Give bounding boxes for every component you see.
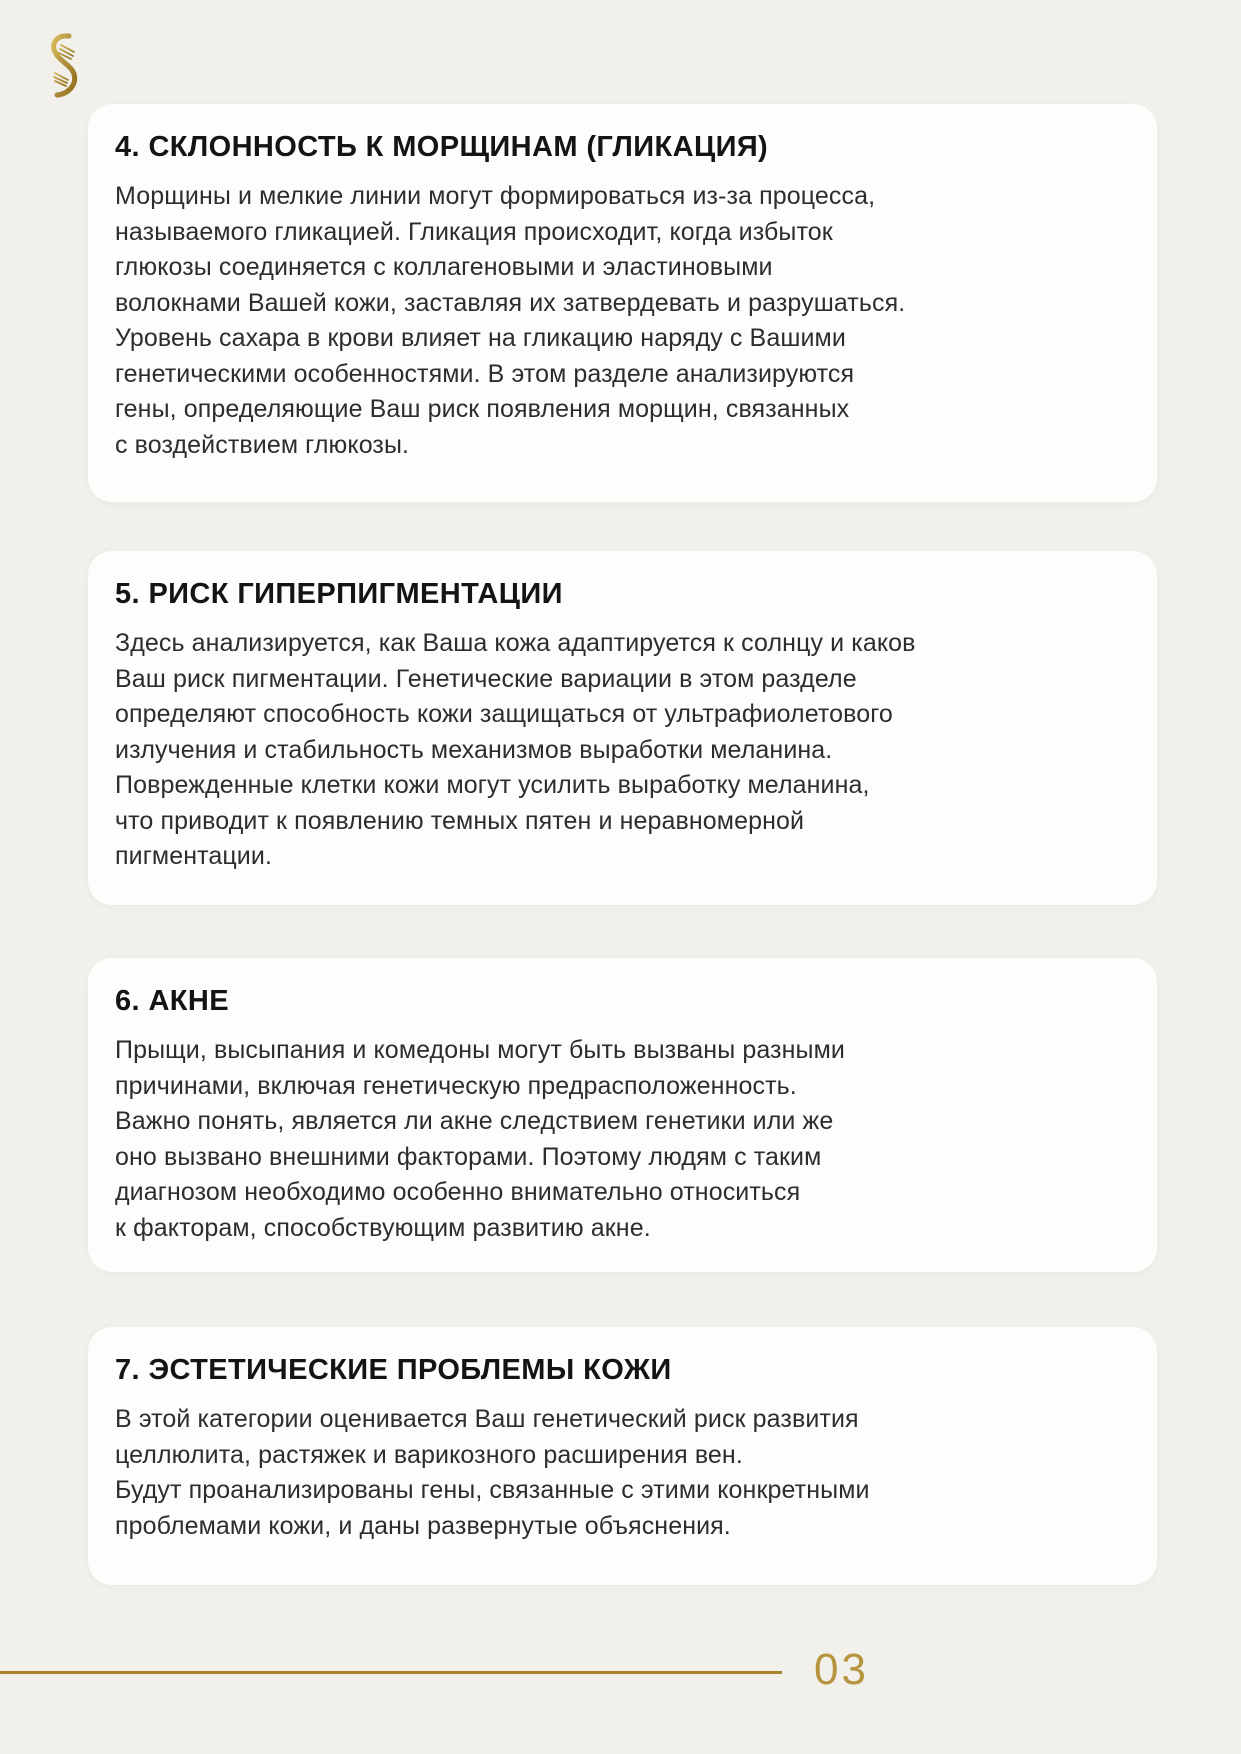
section-card-wrinkles-glycation: 4. СКЛОННОСТЬ К МОРЩИНАМ (ГЛИКАЦИЯ) Морщ… <box>88 104 1157 502</box>
section-body-aesthetic-skin-problems: В этой категории оценивается Ваш генетич… <box>115 1405 870 1540</box>
section-title-acne: 6. АКНЕ <box>115 985 229 1017</box>
page-number: 03 <box>814 1645 869 1694</box>
section-title-hyperpigmentation-risk: 5. РИСК ГИПЕРПИГМЕНТАЦИИ <box>115 578 563 610</box>
footer-divider-line <box>0 1671 782 1674</box>
section-body-wrinkles-glycation: Морщины и мелкие линии могут формировать… <box>115 182 906 459</box>
section-body-hyperpigmentation-risk: Здесь анализируется, как Ваша кожа адапт… <box>115 629 916 870</box>
section-card-aesthetic-skin-problems: 7. ЭСТЕТИЧЕСКИЕ ПРОБЛЕМЫ КОЖИ В этой кат… <box>88 1327 1157 1585</box>
section-title-aesthetic-skin-problems: 7. ЭСТЕТИЧЕСКИЕ ПРОБЛЕМЫ КОЖИ <box>115 1354 672 1386</box>
section-body-acne: Прыщи, высыпания и комедоны могут быть в… <box>115 1036 845 1242</box>
section-card-hyperpigmentation-risk: 5. РИСК ГИПЕРПИГМЕНТАЦИИ Здесь анализиру… <box>88 551 1157 905</box>
section-card-acne: 6. АКНЕ Прыщи, высыпания и комедоны могу… <box>88 958 1157 1272</box>
section-title-wrinkles-glycation: 4. СКЛОННОСТЬ К МОРЩИНАМ (ГЛИКАЦИЯ) <box>115 131 769 163</box>
dna-helix-logo-icon <box>45 32 83 100</box>
